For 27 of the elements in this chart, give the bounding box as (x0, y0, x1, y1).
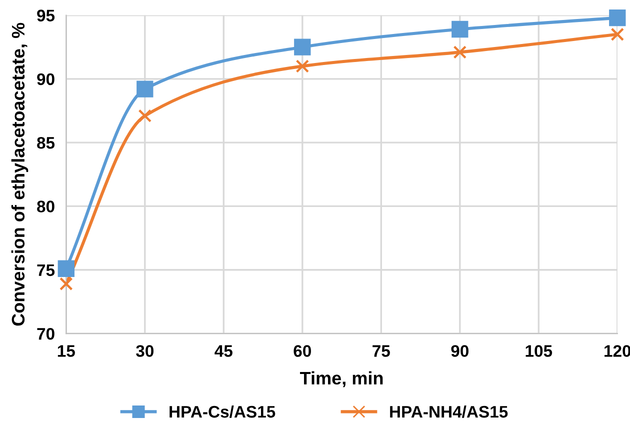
y-tick-label: 90 (37, 73, 54, 86)
y-tick-label: 80 (37, 200, 54, 212)
y-tick-label: 70 (37, 328, 54, 340)
legend-label: HPA-NH4/AS15 (390, 405, 508, 418)
x-tick-label: 75 (372, 345, 390, 357)
x-tick-label: 15 (58, 345, 75, 357)
y-axis-title: Conversion of ethylacetoacetate, % (11, 22, 28, 326)
point (58, 260, 74, 277)
point (136, 80, 154, 98)
point (294, 38, 311, 56)
x-tick-label: 60 (294, 345, 311, 357)
point (609, 9, 626, 26)
x-axis-title: Time, min (300, 371, 383, 388)
point (610, 28, 624, 42)
point (296, 60, 310, 73)
x-tick-label: 90 (451, 345, 468, 357)
y-tick-label: 75 (37, 264, 55, 276)
x-tick-label: 30 (136, 345, 154, 357)
point (59, 277, 73, 291)
y-tick-label: 95 (37, 10, 55, 22)
x-tick-label: 45 (214, 345, 232, 357)
legend-label: HPA-Cs/AS15 (170, 405, 276, 418)
point (453, 46, 467, 59)
y-tick-label: 85 (37, 136, 55, 149)
point (452, 20, 468, 38)
point (138, 109, 152, 122)
x-tick-label: 105 (526, 345, 552, 357)
